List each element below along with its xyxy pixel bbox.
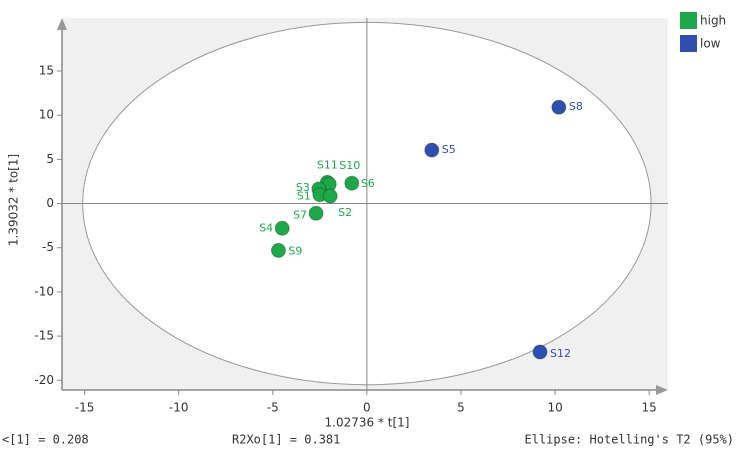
point-label: S3 [296, 181, 310, 194]
point [344, 175, 360, 191]
point [308, 205, 324, 221]
legend-swatch [680, 35, 697, 52]
x-tick-label: -15 [75, 401, 95, 415]
point-label: S1 [297, 190, 311, 203]
point [274, 220, 290, 236]
point-label: S6 [361, 177, 375, 190]
y-axis-label: 1.39032 * to[1] [7, 154, 21, 246]
legend-label: high [700, 14, 726, 28]
x-tick-label: -5 [267, 401, 279, 415]
x-tick-label: 0 [363, 401, 371, 415]
y-tick-label: 0 [46, 196, 54, 210]
point-label: S2 [338, 206, 352, 219]
point-label: S5 [442, 143, 456, 156]
footer-text: Ellipse: Hotelling's T2 (95%) [524, 433, 734, 447]
legend-swatch [680, 12, 697, 29]
y-tick-label: -15 [34, 329, 54, 343]
x-tick-label: 10 [547, 401, 562, 415]
x-tick-label: 15 [642, 401, 657, 415]
y-tick-label: -10 [34, 284, 54, 298]
y-tick-label: -5 [42, 240, 54, 254]
x-axis-arrow [656, 385, 668, 395]
y-tick-label: 15 [39, 64, 54, 78]
point [424, 142, 440, 158]
y-axis-arrow [57, 18, 67, 30]
point-label: S10 [339, 159, 360, 172]
point-label: S9 [288, 244, 302, 257]
x-tick-label: 5 [457, 401, 465, 415]
point [551, 99, 567, 115]
y-tick-label: -20 [34, 373, 54, 387]
point [532, 344, 548, 360]
footer-text: R2Xo[1] = 0.381 [232, 433, 340, 447]
point-label: S8 [569, 100, 583, 113]
y-tick-label: 5 [46, 152, 54, 166]
x-axis-label: 1.02736 * t[1] [325, 416, 410, 430]
point-label: S4 [259, 221, 273, 234]
x-tick-label: -10 [169, 401, 189, 415]
y-tick-label: 10 [39, 108, 54, 122]
footer-text: <[1] = 0.208 [2, 433, 89, 447]
point-label: S12 [550, 347, 571, 360]
point-label: S7 [293, 208, 307, 221]
point [322, 188, 338, 204]
legend-label: low [700, 37, 721, 51]
point-label: S11 [317, 158, 338, 171]
point [270, 242, 286, 258]
